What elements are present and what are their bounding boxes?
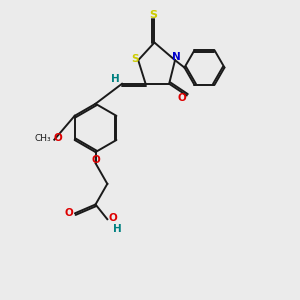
Text: O: O <box>64 208 73 218</box>
Text: CH₃: CH₃ <box>35 134 51 143</box>
Text: H: H <box>111 74 120 84</box>
Text: H: H <box>113 224 122 235</box>
Text: S: S <box>131 54 138 64</box>
Text: O: O <box>177 93 186 103</box>
Text: S: S <box>149 10 157 20</box>
Text: O: O <box>108 213 117 223</box>
Text: O: O <box>53 133 62 143</box>
Text: N: N <box>172 52 181 62</box>
Text: O: O <box>91 155 100 165</box>
